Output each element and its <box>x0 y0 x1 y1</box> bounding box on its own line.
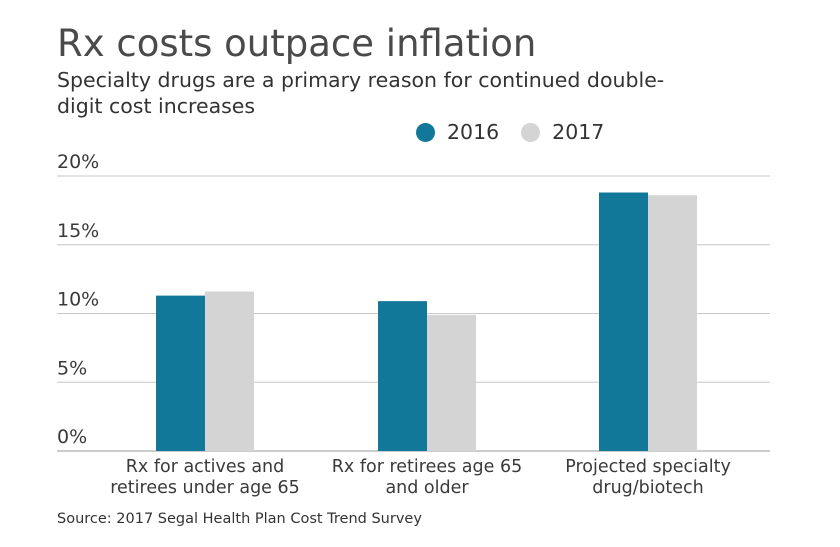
bar-2017-1 <box>205 291 254 451</box>
chart-subtitle: Specialty drugs are a primary reason for… <box>57 68 665 118</box>
y-tick-label: 5% <box>57 357 87 379</box>
bar-2016-2 <box>378 301 427 451</box>
x-tick-label-line: and older <box>385 478 469 498</box>
legend-label-2017: 2017 <box>552 120 605 144</box>
x-tick-label: Rx for actives and retirees under age 65 <box>110 457 300 498</box>
x-tick-label: Projected specialty drug/biotech <box>565 457 731 498</box>
legend: 2016 2017 <box>416 120 626 144</box>
y-tick-label: 15% <box>57 220 99 242</box>
x-tick-label-line: retirees under age 65 <box>110 478 300 498</box>
bar-2017-3 <box>648 195 697 451</box>
legend-label-2016: 2016 <box>447 120 500 144</box>
legend-item-2017: 2017 <box>521 120 604 144</box>
bar-2016-3 <box>599 192 648 451</box>
x-tick-label-line: Rx for retirees age 65 <box>332 457 522 477</box>
y-tick-label: 10% <box>57 289 99 311</box>
bar-2017-2 <box>427 314 476 451</box>
bar-2016-1 <box>156 295 205 451</box>
x-tick-label-line: Rx for actives and <box>126 457 285 477</box>
x-tick-label-line: Projected specialty <box>565 457 731 477</box>
legend-swatch-2017 <box>521 122 541 142</box>
chart-title: Rx costs outpace inflation <box>57 22 537 65</box>
source-note: Source: 2017 Segal Health Plan Cost Tren… <box>57 511 422 527</box>
y-tick-label: 0% <box>57 426 87 448</box>
x-tick-label-line: drug/biotech <box>592 478 703 498</box>
legend-swatch-2016 <box>416 122 435 142</box>
y-tick-label: 20% <box>57 151 99 173</box>
x-tick-label: Rx for retirees age 65 and older <box>332 457 522 498</box>
legend-item-2016: 2016 <box>416 120 499 144</box>
